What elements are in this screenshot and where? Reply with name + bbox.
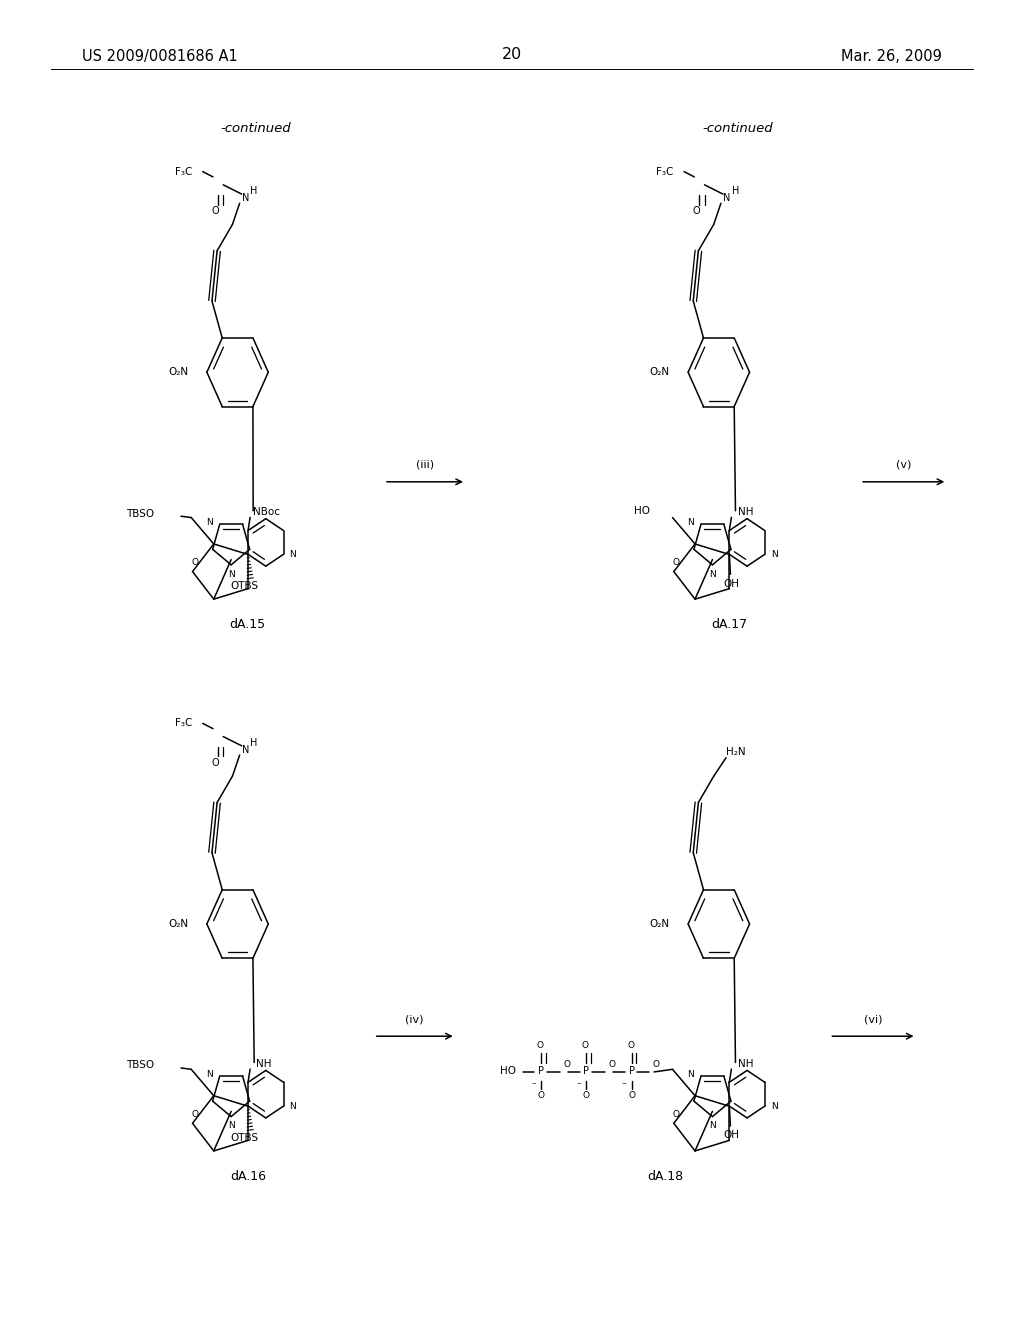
Text: O: O	[211, 758, 219, 768]
Text: O: O	[628, 1092, 635, 1100]
Text: N: N	[242, 744, 249, 755]
Text: -continued: -continued	[702, 121, 772, 135]
Text: O: O	[673, 558, 679, 566]
Text: dA.18: dA.18	[647, 1170, 684, 1183]
Text: (vi): (vi)	[863, 1014, 883, 1024]
Text: OH: OH	[723, 578, 739, 589]
Text: O: O	[211, 206, 219, 216]
Text: $^-$: $^-$	[530, 1080, 538, 1089]
Text: TBSO: TBSO	[126, 508, 155, 519]
Text: N: N	[290, 1102, 296, 1110]
Text: N: N	[687, 519, 694, 528]
Text: F₃C: F₃C	[175, 718, 193, 729]
Text: O: O	[692, 206, 700, 216]
Text: P: P	[539, 1065, 545, 1076]
Text: O₂N: O₂N	[168, 367, 188, 378]
Text: O: O	[537, 1041, 544, 1049]
Text: -continued: -continued	[221, 121, 291, 135]
Text: OTBS: OTBS	[230, 581, 258, 591]
Text: N: N	[227, 1122, 234, 1130]
Text: O: O	[582, 1041, 589, 1049]
Text: F₃C: F₃C	[175, 166, 193, 177]
Text: HO: HO	[634, 506, 650, 516]
Text: Mar. 26, 2009: Mar. 26, 2009	[841, 49, 942, 65]
Text: O₂N: O₂N	[649, 367, 670, 378]
Text: O: O	[563, 1060, 570, 1068]
Text: OH: OH	[723, 1130, 739, 1140]
Text: (iii): (iii)	[416, 459, 434, 470]
Text: H: H	[731, 186, 739, 197]
Text: dA.17: dA.17	[711, 618, 748, 631]
Text: O: O	[652, 1060, 659, 1068]
Text: N: N	[242, 193, 249, 203]
Text: N: N	[206, 1071, 213, 1080]
Text: O: O	[627, 1041, 634, 1049]
Text: N: N	[687, 1071, 694, 1080]
Text: NH: NH	[737, 1059, 753, 1069]
Text: OTBS: OTBS	[230, 1133, 258, 1143]
Text: H: H	[250, 738, 258, 748]
Text: O: O	[608, 1060, 615, 1068]
Text: N: N	[290, 550, 296, 558]
Text: NBoc: NBoc	[253, 507, 281, 517]
Text: N: N	[206, 519, 213, 528]
Text: H₂N: H₂N	[726, 747, 745, 758]
Text: (iv): (iv)	[406, 1014, 424, 1024]
Text: O₂N: O₂N	[649, 919, 670, 929]
Text: O₂N: O₂N	[168, 919, 188, 929]
Text: P: P	[629, 1065, 635, 1076]
Text: N: N	[227, 570, 234, 578]
Text: N: N	[709, 1122, 716, 1130]
Text: P: P	[584, 1065, 590, 1076]
Text: 20: 20	[502, 46, 522, 62]
Text: O: O	[538, 1092, 545, 1100]
Text: dA.16: dA.16	[229, 1170, 266, 1183]
Text: F₃C: F₃C	[656, 166, 674, 177]
Text: HO: HO	[500, 1065, 516, 1076]
Text: US 2009/0081686 A1: US 2009/0081686 A1	[82, 49, 238, 65]
Text: dA.15: dA.15	[229, 618, 266, 631]
Text: H: H	[250, 186, 258, 197]
Text: (v): (v)	[896, 459, 911, 470]
Text: $^-$: $^-$	[621, 1080, 628, 1089]
Text: N: N	[771, 550, 777, 558]
Text: $^-$: $^-$	[575, 1080, 583, 1089]
Text: O: O	[191, 1110, 198, 1118]
Text: N: N	[723, 193, 730, 203]
Text: N: N	[771, 1102, 777, 1110]
Text: O: O	[583, 1092, 590, 1100]
Text: N: N	[709, 570, 716, 578]
Text: TBSO: TBSO	[126, 1060, 155, 1071]
Text: NH: NH	[737, 507, 753, 517]
Text: NH: NH	[256, 1059, 271, 1069]
Text: O: O	[673, 1110, 679, 1118]
Text: O: O	[191, 558, 198, 566]
